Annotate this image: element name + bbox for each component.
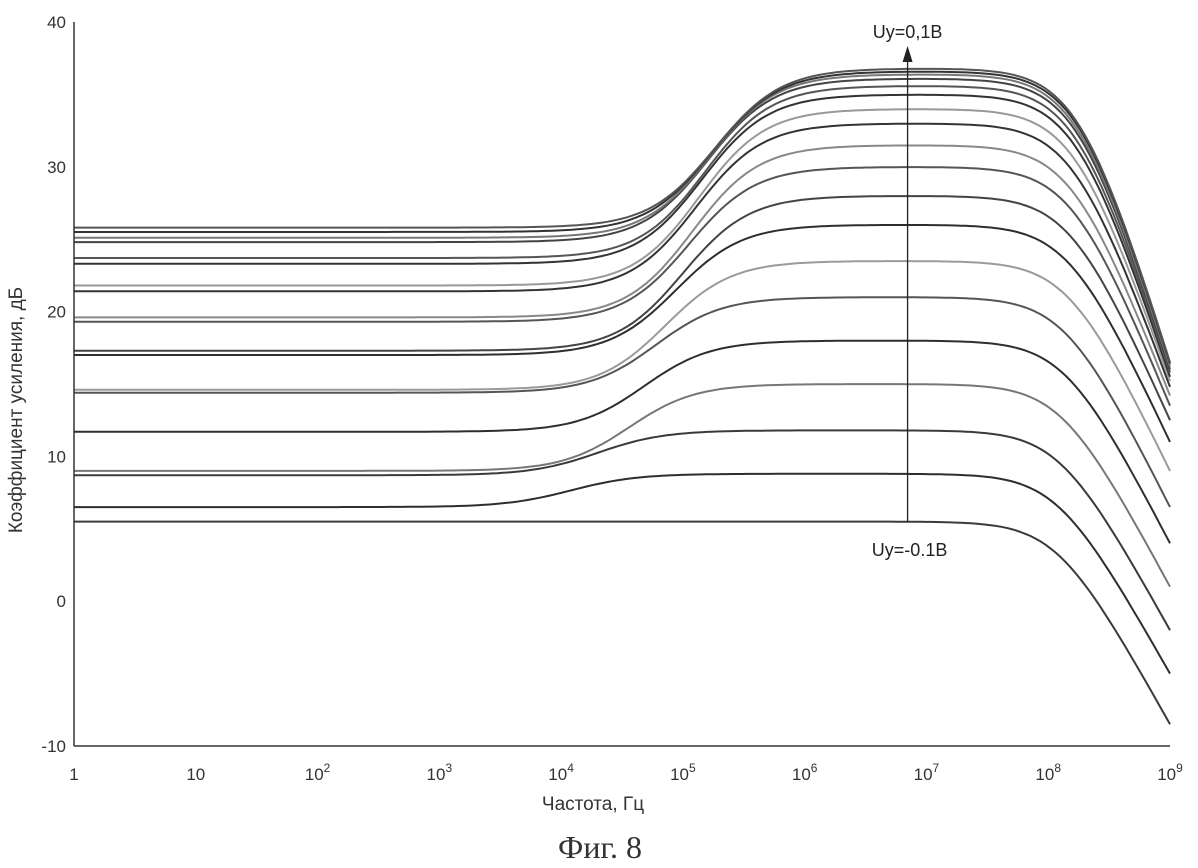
x-tick-base: 10 — [1157, 765, 1176, 784]
gain-curve-3 — [74, 430, 1170, 630]
y-tick-label: 10 — [47, 447, 66, 466]
annotation-top-label: Uy=0,1B — [873, 22, 943, 42]
y-tick-label: -10 — [41, 737, 66, 756]
x-tick-base: 10 — [427, 765, 446, 784]
x-tick-base: 10 — [548, 765, 567, 784]
x-tick-label: 103 — [427, 761, 453, 784]
x-tick-exponent: 3 — [445, 761, 452, 775]
x-tick-base: 10 — [186, 765, 205, 784]
series-curves — [74, 69, 1170, 724]
axes — [74, 22, 1170, 746]
x-tick-label: 107 — [914, 761, 940, 784]
x-tick-label: 104 — [548, 761, 574, 784]
x-tick-label: 108 — [1035, 761, 1061, 784]
x-tick-label: 109 — [1157, 761, 1183, 784]
y-tick-label: 20 — [47, 303, 66, 322]
gain-curve-1 — [74, 522, 1170, 725]
y-tick-label: 0 — [57, 592, 66, 611]
x-tick-label: 1 — [69, 765, 78, 784]
y-tick-label: 30 — [47, 158, 66, 177]
x-tick-label: 102 — [305, 761, 331, 784]
gain-curve-12 — [74, 124, 1170, 387]
x-tick-label: 105 — [670, 761, 696, 784]
x-tick-base: 10 — [1035, 765, 1054, 784]
gain-curve-4 — [74, 384, 1170, 587]
x-tick-exponent: 8 — [1054, 761, 1061, 775]
y-tick-labels: 40 30 20 10 0 -10 — [41, 13, 66, 756]
x-tick-base: 10 — [792, 765, 811, 784]
x-tick-base: 10 — [914, 765, 933, 784]
gain-curve-2 — [74, 474, 1170, 674]
gain-curve-17 — [74, 75, 1170, 367]
gain-curve-16 — [74, 79, 1170, 370]
x-tick-labels: 110102103104105106107108109 — [69, 761, 1183, 784]
x-tick-label: 10 — [186, 765, 205, 784]
annotation-bottom-label: Uy=-0.1B — [872, 540, 948, 560]
x-tick-base: 10 — [305, 765, 324, 784]
x-tick-exponent: 5 — [689, 761, 696, 775]
x-tick-exponent: 4 — [567, 761, 574, 775]
gain-curve-5 — [74, 341, 1170, 544]
figure-caption: Фиг. 8 — [558, 829, 642, 865]
gain-curve-7 — [74, 261, 1170, 471]
y-axis-label: Коэффициент усиления, дБ — [6, 287, 27, 533]
x-tick-exponent: 6 — [811, 761, 818, 775]
x-axis-label: Частота, Гц — [542, 794, 644, 815]
x-tick-label: 106 — [792, 761, 818, 784]
x-tick-exponent: 9 — [1176, 761, 1183, 775]
arrow-head-icon — [903, 46, 913, 62]
y-tick-label: 40 — [47, 13, 66, 32]
x-tick-base: 1 — [69, 765, 78, 784]
x-tick-exponent: 7 — [933, 761, 940, 775]
x-tick-exponent: 2 — [324, 761, 331, 775]
voltage-arrow-annotation: Uy=0,1B Uy=-0.1B — [872, 22, 948, 560]
x-tick-base: 10 — [670, 765, 689, 784]
